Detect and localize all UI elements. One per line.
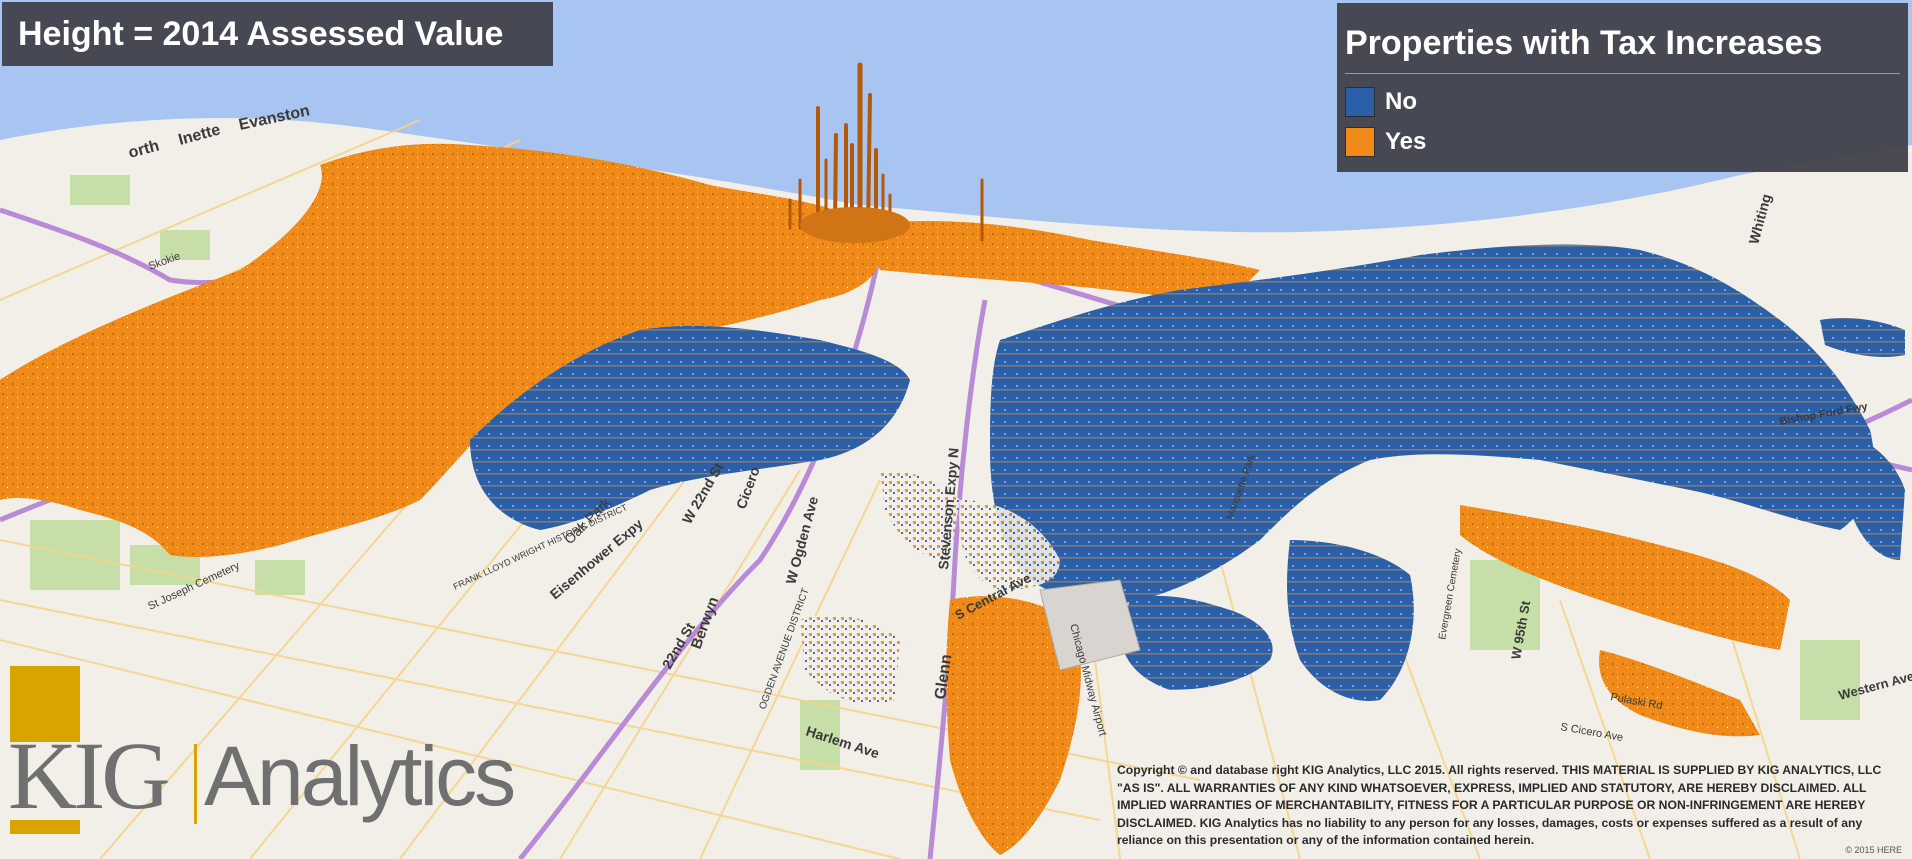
downtown-cluster <box>800 207 910 243</box>
height-legend-label: Height = 2014 Assessed Value <box>18 15 504 53</box>
legend-divider <box>1345 73 1900 74</box>
legend-swatch-no <box>1345 87 1375 117</box>
legend-item-yes: Yes <box>1345 122 1900 162</box>
kig-analytics-logo: KIG Analytics <box>8 664 548 852</box>
logo-separator <box>194 744 197 824</box>
logo-kig-text: KIG <box>8 722 171 829</box>
legend-swatch-yes <box>1345 127 1375 157</box>
legend-title: Properties with Tax Increases <box>1345 24 1823 62</box>
logo-analytics-text: Analytics <box>204 729 516 823</box>
copyright-notice: Copyright © and database right KIG Analy… <box>1117 763 1882 847</box>
legend-label-yes: Yes <box>1385 128 1427 155</box>
svg-text:Glenn: Glenn <box>932 653 955 700</box>
here-map-credit: © 2015 HERE <box>1845 845 1902 855</box>
height-legend-panel: Height = 2014 Assessed Value <box>2 2 553 66</box>
legend-label-no: No <box>1385 88 1417 115</box>
tax-increase-yes-region <box>0 143 1790 855</box>
tax-legend-panel: Properties with Tax Increases No Yes <box>1337 3 1908 172</box>
mixed-property-zones <box>800 470 1060 704</box>
tax-increase-no-region <box>470 244 1905 701</box>
logo-underline-mark <box>10 820 80 834</box>
downtown-spikes <box>788 62 984 242</box>
legend-item-no: No <box>1345 82 1900 122</box>
parks <box>30 175 1860 770</box>
logo-square-mark <box>10 666 80 742</box>
